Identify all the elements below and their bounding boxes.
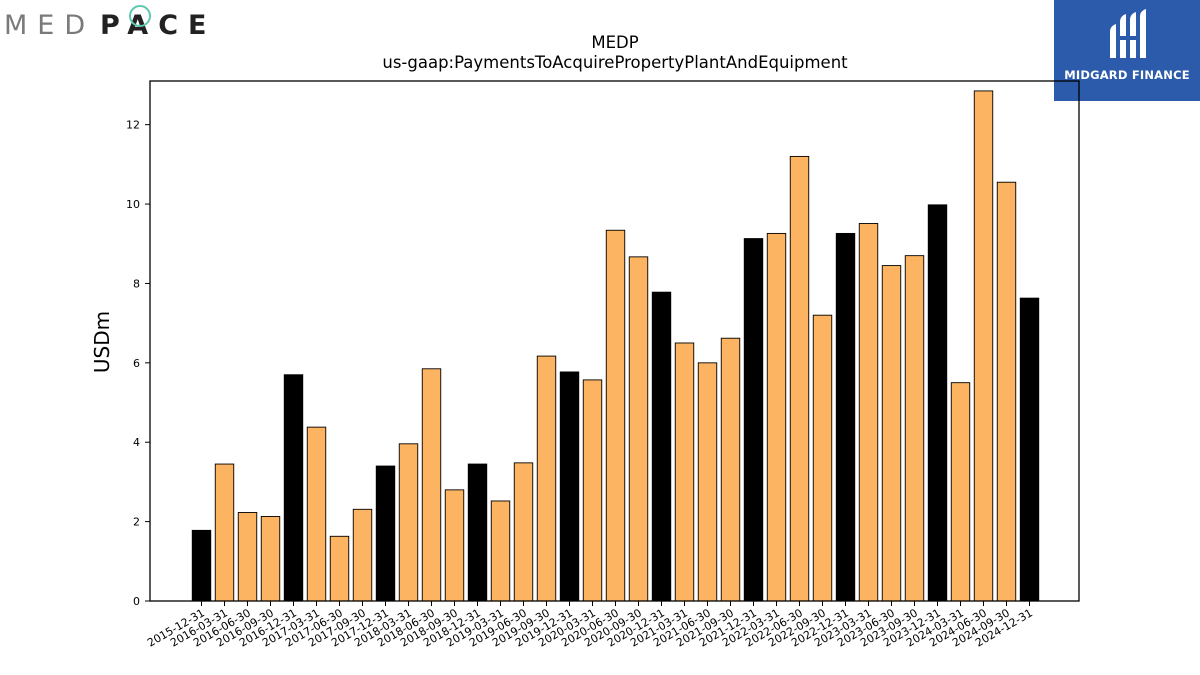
- bar-2022-03-31: [766, 232, 787, 602]
- bar-2016-06-30: [237, 512, 258, 602]
- medpace-logo: MEDPACE PACE: [4, 4, 219, 42]
- bar-2020-12-31: [651, 291, 672, 602]
- y-tick-label: 10: [126, 198, 140, 211]
- bar-2022-09-30: [812, 314, 833, 602]
- y-tick-label: 6: [133, 357, 140, 370]
- plot-frame: [149, 80, 1080, 602]
- y-axis-label: USDm: [90, 311, 114, 373]
- bar-2021-03-31: [674, 342, 695, 602]
- chart-subtitle: us-gaap:PaymentsToAcquirePropertyPlantAn…: [382, 53, 848, 72]
- bar-2015-12-31: [191, 529, 212, 602]
- bar-2018-06-30: [421, 368, 442, 602]
- bar-2017-06-30: [329, 535, 350, 602]
- bar-2016-09-30: [260, 516, 281, 602]
- bar-2019-12-31: [559, 371, 580, 602]
- y-tick-label: 8: [133, 277, 140, 290]
- bar-2024-03-31: [950, 382, 971, 602]
- bar-2020-06-30: [605, 229, 626, 602]
- bar-2024-06-30: [973, 90, 994, 602]
- bar-2017-12-31: [375, 465, 396, 602]
- bar-2016-12-31: [283, 374, 304, 602]
- bar-2023-03-31: [858, 223, 879, 602]
- bar-2018-12-31: [467, 463, 488, 602]
- y-tick-label: 0: [133, 595, 140, 608]
- medpace-logo-ring-icon: [129, 5, 151, 27]
- bar-2019-03-31: [490, 500, 511, 602]
- medpace-logo-mask: [96, 4, 219, 42]
- bar-2024-09-30: [996, 181, 1017, 602]
- midgard-finance-logo-text: MIDGARD FINANCE: [1064, 68, 1190, 82]
- bar-2021-09-30: [720, 337, 741, 602]
- bar-2017-09-30: [352, 508, 373, 602]
- bar-2019-09-30: [536, 355, 557, 602]
- y-tick-label: 4: [133, 436, 140, 449]
- bars: [191, 90, 1040, 602]
- bar-2022-12-31: [835, 232, 856, 602]
- bar-2023-12-31: [927, 204, 948, 602]
- bar-2019-06-30: [513, 462, 534, 602]
- x-axis-ticks: 2015-12-312016-03-312016-06-302016-09-30…: [145, 601, 1035, 650]
- midgard-emblem-icon: [1110, 9, 1146, 58]
- bar-2023-06-30: [881, 265, 902, 602]
- y-tick-label: 2: [133, 516, 140, 529]
- bar-2018-09-30: [444, 489, 465, 602]
- bar-2020-03-31: [582, 379, 603, 602]
- bar-2024-12-31: [1019, 297, 1040, 602]
- bar-2021-06-30: [697, 362, 718, 602]
- bar-2020-09-30: [628, 256, 649, 602]
- bar-2018-03-31: [398, 443, 419, 602]
- bar-2021-12-31: [743, 238, 764, 602]
- bar-2016-03-31: [214, 463, 235, 602]
- y-tick-label: 12: [126, 119, 140, 132]
- bar-2023-09-30: [904, 255, 925, 602]
- chart-title: MEDP: [591, 33, 638, 52]
- midgard-finance-logo: MIDGARD FINANCE: [1054, 0, 1200, 101]
- medpace-logo-bold: PACE: [100, 10, 216, 41]
- bar-2022-06-30: [789, 155, 810, 602]
- bar-2017-03-31: [306, 426, 327, 602]
- y-axis-ticks: 0 2 4 6 8 10 12: [126, 119, 150, 608]
